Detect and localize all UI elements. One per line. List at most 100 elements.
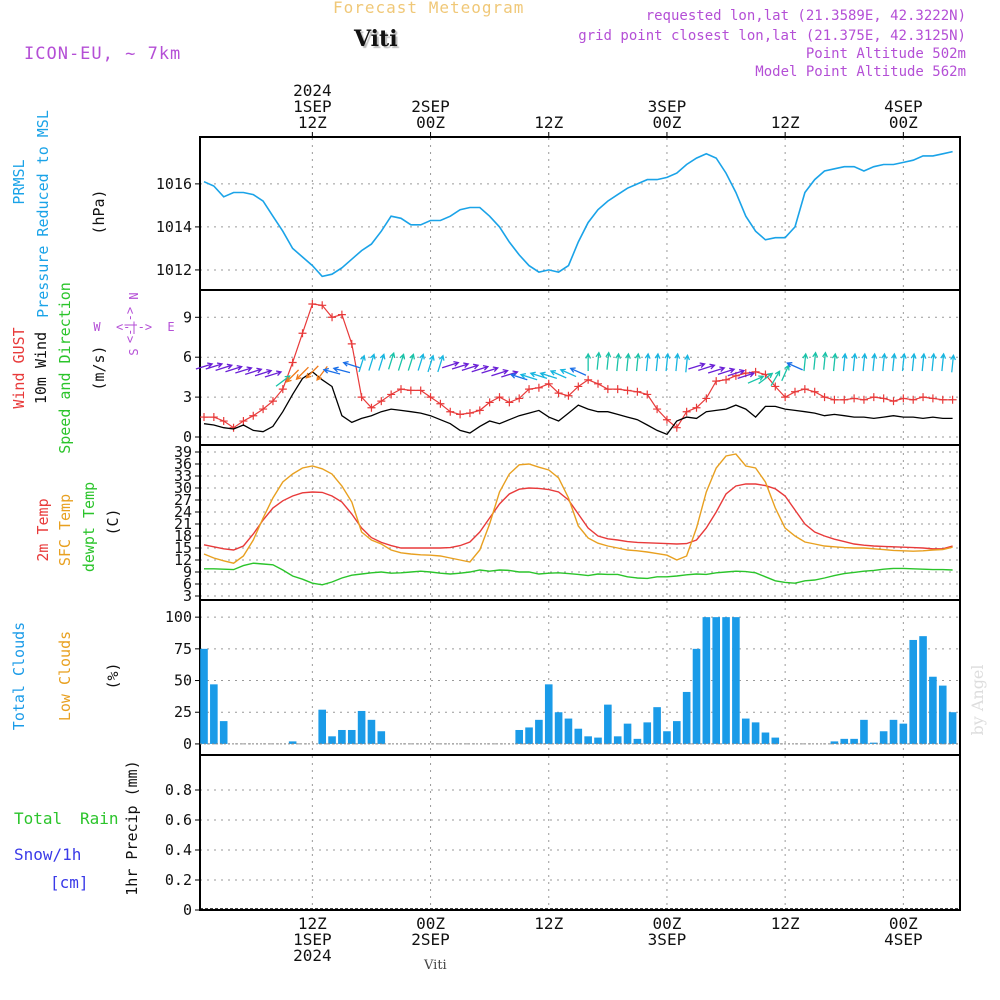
wind-direction-arrow xyxy=(569,367,587,376)
y-tick-label: 1014 xyxy=(156,218,192,236)
cloud-bar xyxy=(594,737,602,744)
cloud-bar xyxy=(554,712,563,744)
time-label-top: 00Z xyxy=(889,113,918,132)
cloud-bar xyxy=(732,617,740,744)
cloud-bar xyxy=(653,707,661,744)
wind-direction-arrow xyxy=(812,351,819,370)
gust-marker xyxy=(495,393,504,402)
wind-direction-arrow xyxy=(664,352,671,372)
gust-marker xyxy=(515,394,524,403)
gust-marker xyxy=(564,391,573,400)
time-label-top: 4SEP xyxy=(884,97,923,116)
cloud-bar xyxy=(673,721,681,744)
cloud-bar xyxy=(850,738,858,744)
gust-marker xyxy=(357,393,366,402)
y-tick-label: 36 xyxy=(174,455,192,473)
gust-marker xyxy=(534,383,543,392)
cloud-bar xyxy=(377,731,386,744)
y-tick-label: 25 xyxy=(174,703,192,721)
wind-direction-arrow xyxy=(509,372,528,381)
cloud-bar xyxy=(357,710,366,744)
wind-direction-arrow xyxy=(802,352,809,372)
y-tick-label: 9 xyxy=(183,308,192,326)
gust-marker xyxy=(308,299,317,308)
wind-direction-arrow xyxy=(342,361,361,369)
wind-direction-arrow xyxy=(758,372,774,385)
cloud-bar xyxy=(535,719,543,744)
label-snow-unit: [cm] xyxy=(50,873,89,892)
wind-direction-arrow xyxy=(519,372,538,381)
time-label-top: 00Z xyxy=(416,113,445,132)
wind-direction-arrow xyxy=(461,363,480,372)
cloud-bar xyxy=(840,738,849,744)
gust-marker xyxy=(909,395,918,404)
cloud-bar xyxy=(889,719,898,744)
gust-marker xyxy=(899,394,908,403)
cloud-bar xyxy=(830,741,839,744)
label-snow: Snow/1h xyxy=(14,845,81,864)
label-pct-unit: (%) xyxy=(104,662,122,689)
cloud-bar xyxy=(338,729,346,744)
gust-marker xyxy=(702,394,711,403)
gust-marker xyxy=(465,409,474,418)
time-label-bottom: 12Z xyxy=(534,914,563,933)
gust-marker xyxy=(800,385,809,394)
gust-marker xyxy=(456,410,465,419)
time-label-bottom: 2SEP xyxy=(411,930,450,949)
time-label-bottom: 12Z xyxy=(771,914,800,933)
y-tick-label: 18 xyxy=(174,527,192,545)
cloud-bar xyxy=(751,722,760,744)
gust-marker xyxy=(278,385,287,394)
y-tick-label: 21 xyxy=(174,515,192,533)
panel-0: 1012 1014 1016 xyxy=(156,136,961,291)
wind-direction-arrow xyxy=(881,352,888,372)
cloud-bar xyxy=(879,731,888,744)
y-tick-label: 9 xyxy=(183,563,192,581)
location-title: Viti xyxy=(354,26,398,52)
wind-direction-arrow xyxy=(322,367,341,375)
y-tick-label: 0.6 xyxy=(165,811,192,829)
wind-direction-arrow xyxy=(786,362,803,371)
gust-marker xyxy=(318,301,327,310)
gust-marker xyxy=(613,385,622,394)
wind-direction-arrow xyxy=(851,352,858,372)
y-tick-label: 50 xyxy=(174,672,192,690)
gust-marker xyxy=(298,329,307,338)
label-total: Total xyxy=(14,809,62,828)
time-label-bottom: 12Z xyxy=(298,914,327,933)
cloud-bar xyxy=(633,738,642,744)
wind-direction-arrow xyxy=(407,353,416,371)
gust-marker xyxy=(377,397,386,406)
gust-marker xyxy=(938,395,947,404)
y-tick-label: 0.4 xyxy=(165,841,192,859)
y-tick-label: 3 xyxy=(183,587,192,605)
wind-direction-arrow xyxy=(549,370,567,379)
wind-direction-arrow xyxy=(930,352,937,372)
wind-direction-arrow xyxy=(861,352,868,372)
gust-marker xyxy=(200,413,208,422)
wind-direction-arrow xyxy=(605,351,612,370)
gust-marker xyxy=(771,382,780,391)
y-tick-label: 15 xyxy=(174,539,192,557)
wind-direction-arrow xyxy=(264,370,283,378)
gust-marker xyxy=(928,394,937,403)
gust-marker xyxy=(406,386,415,395)
compass-ew-arrow: <-|-> xyxy=(116,320,152,334)
gust-marker xyxy=(603,385,612,394)
wind-direction-arrow xyxy=(688,362,706,370)
label-rain: Rain xyxy=(80,809,119,828)
wind-direction-arrow xyxy=(890,352,897,372)
cloud-bar xyxy=(367,719,376,744)
wind-direction-arrow xyxy=(417,353,425,371)
y-tick-label: 1012 xyxy=(156,261,192,279)
wind-direction-arrow xyxy=(698,363,716,372)
bottom-station-label: Viti xyxy=(424,958,447,973)
compass-e: E xyxy=(167,320,174,334)
cloud-bar xyxy=(318,709,326,744)
cloud-bar xyxy=(623,723,632,744)
gust-marker xyxy=(692,403,701,412)
wind-direction-arrow xyxy=(491,369,509,377)
gust-marker xyxy=(574,382,583,391)
gust-marker xyxy=(948,395,957,404)
